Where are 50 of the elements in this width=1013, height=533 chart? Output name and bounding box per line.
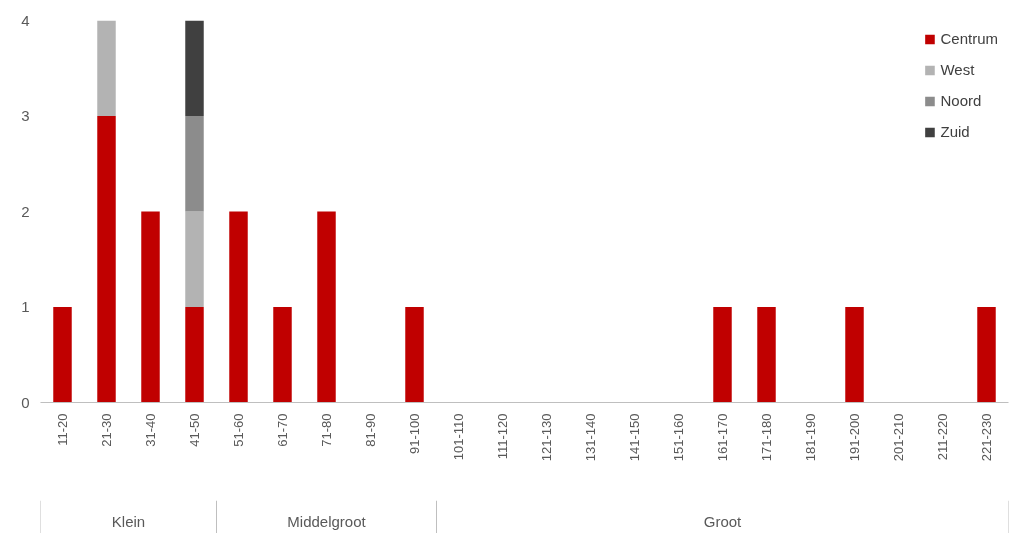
x-tick-label: 161-170 [715,413,730,462]
legend-label: Centrum [940,30,998,47]
bar [97,116,116,403]
x-tick-label: 81-90 [363,413,378,447]
x-tick-label: 111-120 [495,413,510,460]
bar [185,307,204,403]
text: Middelgroot [287,513,367,531]
bar [977,307,996,403]
legend-label: Zuid [940,123,970,140]
x-tick-label: 151-160 [671,413,686,462]
x-tick-label: 101-110 [451,413,466,461]
text: Klein [111,513,146,531]
x-tick-label: 171-180 [759,413,774,462]
bar [141,211,160,403]
bar [757,307,776,403]
x-tick-label: 201-210 [891,413,906,462]
x-tick-label: 211-220 [935,413,950,461]
x-tick-label: 71-80 [319,413,334,447]
bar [185,20,204,116]
bar [317,211,336,403]
x-tick-label: 11-20 [55,413,70,446]
y-tick-label: 3 [21,107,30,124]
x-tick-label: 131-140 [583,413,598,462]
y-tick-label: 1 [21,298,30,315]
legend-label: Noord [940,92,982,109]
y-tick-label: 2 [21,202,30,220]
bar [185,211,204,307]
legend-label: West [940,61,975,78]
bar [273,307,292,403]
x-tick-label: 181-190 [803,413,818,462]
text: Groot [703,513,743,531]
x-tick-label: 91-100 [407,413,422,454]
bar [713,307,732,403]
bar [405,307,424,403]
x-tick-label: 191-200 [847,413,862,462]
x-tick-label: 121-130 [539,413,554,462]
bar [229,211,248,403]
bar [53,307,72,403]
x-tick-label: 221-230 [979,413,994,462]
x-tick-label: 141-150 [627,413,642,462]
x-tick-label: 51-60 [231,413,246,447]
x-tick-label: 41-50 [187,413,202,447]
x-tick-label: 61-70 [275,413,290,447]
y-tick-label: 4 [21,11,30,29]
y-tick-label: 0 [21,393,30,411]
x-tick-label: 31-40 [143,413,158,447]
bar [97,20,116,116]
bar [845,307,864,403]
x-tick-label: 21-30 [99,413,114,447]
bar [185,116,204,212]
